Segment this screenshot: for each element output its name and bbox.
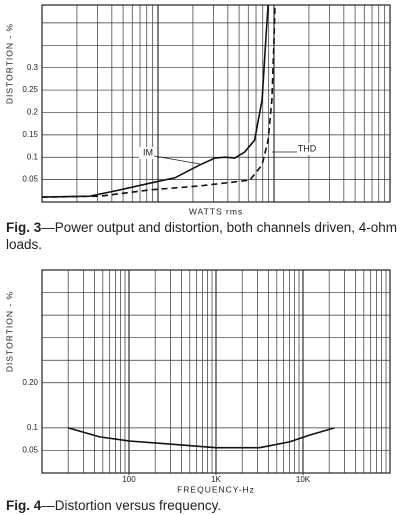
caption: Fig. 3—Power output and distortion, both… bbox=[6, 219, 398, 253]
y-tick-label: 0.1 bbox=[27, 423, 39, 432]
x-axis-label: FREQUENCY-Hz bbox=[177, 484, 255, 494]
caption-label: Fig. 3 bbox=[6, 220, 42, 235]
caption-label: Fig. 4 bbox=[6, 498, 42, 513]
y-tick-label: 0.05 bbox=[22, 446, 38, 455]
annotation-arrow bbox=[153, 155, 201, 165]
y-tick-label: 0.2 bbox=[27, 108, 39, 117]
x-tick-label: 1K bbox=[211, 475, 221, 484]
series-label: IM bbox=[143, 147, 153, 157]
label-bg bbox=[139, 147, 157, 159]
y-tick-label: 0.1 bbox=[27, 152, 39, 161]
x-tick-label: 100 bbox=[122, 475, 136, 484]
x-axis-label: WATTS rms bbox=[189, 206, 243, 216]
x-tick-label: 10K bbox=[296, 475, 311, 484]
series-line bbox=[41, 4, 276, 198]
y-tick-label: 0.05 bbox=[22, 175, 38, 184]
y-tick-label: 0.25 bbox=[22, 85, 38, 94]
y-tick-label: 0.3 bbox=[27, 63, 39, 72]
series-line bbox=[67, 427, 335, 449]
y-axis-label: DISTORTION - % bbox=[4, 291, 14, 372]
label-bg bbox=[298, 143, 321, 155]
series-line bbox=[41, 4, 269, 198]
caption-text: —Power output and distortion, both chann… bbox=[6, 220, 397, 252]
y-tick-label: 0.15 bbox=[22, 130, 38, 139]
caption-text: —Distortion versus frequency. bbox=[41, 498, 222, 513]
plot-frame bbox=[41, 4, 391, 203]
series-label: THD bbox=[298, 143, 317, 153]
caption: Fig. 4—Distortion versus frequency. bbox=[6, 497, 398, 514]
y-tick-label: 0.20 bbox=[22, 378, 38, 387]
y-axis-label: DISTORTION - % bbox=[4, 23, 14, 104]
